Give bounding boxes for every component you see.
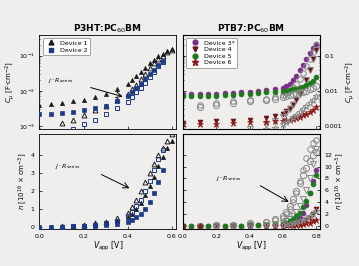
X-axis label: $V_{\rm app}$ [V]: $V_{\rm app}$ [V] — [236, 240, 266, 253]
Y-axis label: $C_{\mu}$ [F$\cdot$cm$^{-2}$]: $C_{\mu}$ [F$\cdot$cm$^{-2}$] — [4, 61, 17, 103]
Text: $j \cdot R_{\rm series}$: $j \cdot R_{\rm series}$ — [48, 76, 74, 85]
Title: PTB7:PC$_{60}$BM: PTB7:PC$_{60}$BM — [217, 22, 285, 35]
Legend: Device 1, Device 2: Device 1, Device 2 — [43, 38, 90, 55]
Title: P3HT:PC$_{60}$BM: P3HT:PC$_{60}$BM — [74, 22, 142, 35]
Y-axis label: $n$ [10$^{16}$ $\times$ cm$^{-3}$]: $n$ [10$^{16}$ $\times$ cm$^{-3}$] — [334, 153, 346, 210]
Y-axis label: $n$ [10$^{16}$ $\times$ cm$^{-3}$]: $n$ [10$^{16}$ $\times$ cm$^{-3}$] — [17, 153, 29, 210]
X-axis label: $V_{\rm app}$ [V]: $V_{\rm app}$ [V] — [93, 240, 123, 253]
Y-axis label: $C_{\mu}$ [F$\cdot$cm$^{-2}$]: $C_{\mu}$ [F$\cdot$cm$^{-2}$] — [343, 61, 357, 103]
Text: $j \cdot R_{\rm series}$: $j \cdot R_{\rm series}$ — [55, 162, 81, 171]
Legend: Device 3*, Device 4, Device 5, Device 6: Device 3*, Device 4, Device 5, Device 6 — [186, 38, 237, 68]
Text: $j \cdot R_{\rm series}$: $j \cdot R_{\rm series}$ — [216, 174, 242, 183]
